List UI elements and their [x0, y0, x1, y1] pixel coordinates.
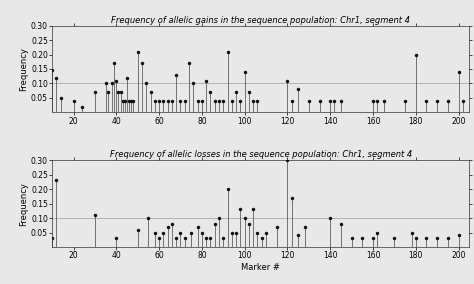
- X-axis label: Marker #: Marker #: [241, 263, 280, 272]
- Y-axis label: Frequency: Frequency: [19, 182, 28, 225]
- Title: Frequency of allelic losses in the sequence population: Chr1, segment 4: Frequency of allelic losses in the seque…: [109, 151, 412, 159]
- Title: Frequency of allelic gains in the sequence population: Chr1, segment 4: Frequency of allelic gains in the sequen…: [111, 16, 410, 25]
- Y-axis label: Frequency: Frequency: [19, 47, 28, 91]
